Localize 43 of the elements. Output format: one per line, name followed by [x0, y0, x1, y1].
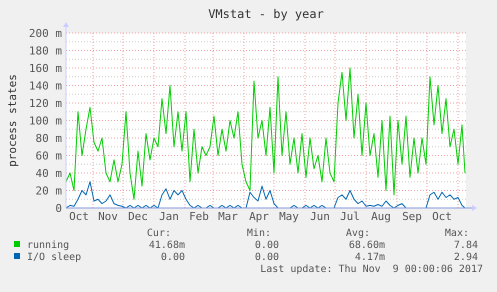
- text: Min:: [246, 228, 271, 239]
- y-tick-label: 40 m: [36, 167, 62, 180]
- chart-title: VMstat - by year: [208, 7, 324, 21]
- x-tick-label: Oct: [69, 210, 89, 223]
- x-tick-label: Oct: [432, 210, 452, 223]
- x-tick-label: Aug: [371, 210, 391, 223]
- x-tick-label: Dec: [128, 210, 148, 223]
- y-tick-label: 140 m: [28, 80, 62, 92]
- text: 0.00: [160, 252, 185, 263]
- y-tick-label: 180 m: [28, 44, 62, 58]
- x-tick-label: Nov: [98, 210, 118, 223]
- text: Last update: Thu Nov 9 00:00:06 2017: [260, 264, 483, 275]
- text: 7.84: [454, 240, 478, 251]
- text: Max:: [444, 228, 469, 239]
- text: Avg:: [346, 228, 370, 239]
- y-tick-label: 20 m: [36, 184, 62, 198]
- text: 68.60m: [348, 240, 385, 251]
- x-tick-label: Mar: [218, 210, 238, 223]
- y-tick-label: 0: [55, 202, 62, 215]
- x-tick-label: Sep: [402, 210, 422, 223]
- text: 0.00: [254, 252, 279, 263]
- y-axis-title: process states: [6, 74, 19, 167]
- x-tick-label: Jul: [340, 210, 360, 223]
- y-tick-label: 200 m: [28, 27, 62, 40]
- legend-label: I/O sleep: [27, 252, 82, 263]
- text: 41.68m: [148, 240, 185, 251]
- legend-label: running: [27, 240, 70, 251]
- x-tick-label: May: [279, 210, 300, 223]
- text: Cur:: [146, 228, 171, 239]
- line-series: [66, 68, 466, 200]
- line-series: [66, 181, 466, 208]
- x-tick-label: Jan: [159, 210, 179, 223]
- text: 4.17m: [354, 252, 385, 263]
- y-tick-label: 120 m: [28, 97, 62, 110]
- y-tick-label: 80 m: [36, 132, 62, 145]
- x-tick-label: Feb: [189, 210, 209, 223]
- x-tick-label: Jun: [310, 210, 330, 223]
- y-tick-label: 160 m: [28, 62, 62, 75]
- y-tick-label: 60 m: [36, 150, 62, 162]
- text: 0.00: [254, 240, 279, 251]
- text: 2.94: [454, 252, 478, 263]
- x-tick-label: Apr: [249, 210, 270, 223]
- y-tick-label: 100 m: [28, 114, 62, 128]
